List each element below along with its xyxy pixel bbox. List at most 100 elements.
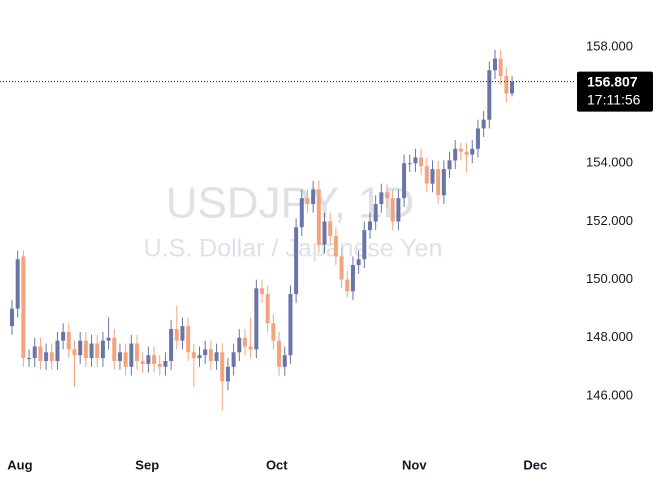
x-tick-label: Nov <box>402 457 427 472</box>
y-tick-label: 158.000 <box>586 38 633 53</box>
candle-body <box>55 340 60 362</box>
candle-body <box>220 352 225 382</box>
x-tick-label: Aug <box>7 457 32 472</box>
candle-body <box>163 361 168 367</box>
candle-body <box>373 204 378 222</box>
candle-body <box>180 326 185 341</box>
candle-body <box>95 343 100 359</box>
candle-body <box>430 169 435 184</box>
candle-body <box>498 58 503 77</box>
candle-body <box>333 235 338 257</box>
candle-body <box>89 343 94 359</box>
candle-body <box>203 349 208 356</box>
x-tick-label: Sep <box>135 457 159 472</box>
candle-body <box>447 160 452 170</box>
candle-body <box>186 326 191 353</box>
candle-body <box>174 329 179 341</box>
candle-body <box>78 340 83 356</box>
candle-body <box>282 355 287 367</box>
candle-body <box>487 70 492 120</box>
candle-body <box>402 163 407 199</box>
candle-body <box>248 346 253 350</box>
candle-body <box>146 355 151 364</box>
candle-body <box>237 337 242 353</box>
y-tick-label: 150.000 <box>586 271 633 286</box>
candle-body <box>504 76 509 94</box>
candle-body <box>112 337 117 362</box>
candle-body <box>379 192 384 205</box>
candle-body <box>481 119 486 129</box>
y-tick-label: 146.000 <box>586 387 633 402</box>
candle-body <box>271 323 276 341</box>
candle-body <box>83 340 88 359</box>
candle-body <box>225 366 230 382</box>
candle-body <box>191 352 196 359</box>
candle-body <box>32 346 37 359</box>
candle-body <box>413 157 418 164</box>
candle-body <box>61 331 66 341</box>
candle-body <box>385 192 390 199</box>
candle-body <box>464 151 469 155</box>
candle-body <box>470 148 475 155</box>
candle-body <box>123 352 128 367</box>
watermark-subtitle: U.S. Dollar / Japanese Yen <box>144 235 443 263</box>
candle-body <box>100 340 105 359</box>
candle-body <box>294 227 299 295</box>
last-price-box <box>577 71 653 112</box>
candle-body <box>458 148 463 152</box>
watermark-title: USDJPY, 1D <box>166 179 415 228</box>
candle-body <box>9 308 14 327</box>
candle-body <box>339 256 344 280</box>
candle-body <box>106 337 111 341</box>
candle-body <box>492 58 497 71</box>
candle-body <box>15 259 20 309</box>
candle-body <box>231 352 236 367</box>
candle-body <box>277 340 282 367</box>
candle-body <box>242 337 247 347</box>
y-tick-label: 154.000 <box>586 155 633 170</box>
candle-body <box>316 189 321 245</box>
candle-body <box>129 343 134 367</box>
candle-body <box>152 355 157 364</box>
candle-body <box>436 169 441 196</box>
candle-body <box>356 259 361 266</box>
candle-body <box>49 352 54 362</box>
candle-body <box>214 352 219 362</box>
candle-body <box>254 288 259 350</box>
candle-body <box>135 343 140 362</box>
candle-body <box>367 221 372 231</box>
candle-body <box>157 363 162 367</box>
last-price-label: 156.807 <box>587 73 638 89</box>
candle-body <box>208 349 213 362</box>
candle-body <box>305 198 310 205</box>
candle-body <box>419 157 424 167</box>
candle-body <box>27 358 32 360</box>
candle-body <box>328 221 333 236</box>
candle-body <box>21 256 26 359</box>
candle-body <box>311 189 316 205</box>
candle-body <box>44 352 49 362</box>
candle-body <box>441 169 446 196</box>
candle-body <box>345 279 350 292</box>
candle-body <box>140 361 145 364</box>
last-time-label: 17:11:56 <box>587 91 641 107</box>
candle-body <box>260 288 265 295</box>
candle-body <box>197 355 202 359</box>
candle-body <box>475 128 480 149</box>
candle-body <box>396 198 401 222</box>
candle-body <box>38 346 43 362</box>
candle-body <box>299 198 304 228</box>
candle-body <box>390 198 395 222</box>
candle-body <box>407 163 412 165</box>
candle-body <box>288 294 293 356</box>
candle-body <box>169 329 174 362</box>
candle-body <box>453 148 458 161</box>
candle-body <box>66 331 71 350</box>
y-tick-label: 152.000 <box>586 213 633 228</box>
candle-body <box>322 221 327 245</box>
candle-body <box>117 352 122 362</box>
x-tick-label: Oct <box>266 457 288 472</box>
candle-body <box>510 81 515 94</box>
x-tick-label: Dec <box>523 457 547 472</box>
